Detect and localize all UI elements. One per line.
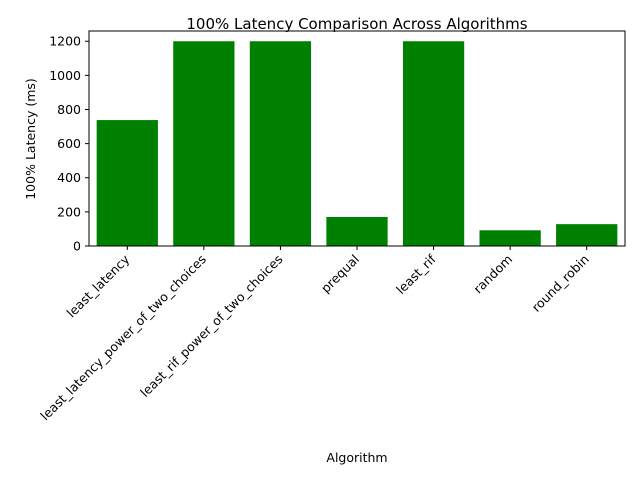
bar-least-rif-power-of-two-choices [249,41,312,246]
y-tick-label: 600 [57,136,81,151]
y-tick-label: 400 [57,170,81,185]
plot-frame [88,30,626,247]
bar-least-rif [402,41,465,246]
chart-title: 100% Latency Comparison Across Algorithm… [186,15,527,33]
y-tick-label: 1200 [49,34,81,49]
bars-layer [96,41,618,246]
x-tick-label: prequal [318,252,362,296]
bar-least-latency-power-of-two-choices [173,41,235,246]
x-axis: least_latencyleast_latency_power_of_two_… [37,246,592,423]
x-tick-label: least_rif [393,251,439,297]
y-axis-title: 100% Latency (ms) [23,78,38,200]
y-tick-label: 0 [73,239,81,254]
x-tick-label: least_rif_power_of_two_choices [137,252,285,400]
x-tick-label: least_latency [64,251,133,320]
x-tick-label: least_latency_power_of_two_choices [37,252,209,424]
y-axis: 0 200 400 600 800 1000 1200 [49,34,89,254]
x-axis-title: Algorithm [326,450,387,465]
bar-least-latency [96,120,158,246]
x-tick-label: random [470,252,515,297]
y-tick-label: 1000 [49,68,81,83]
bar-round-robin [556,224,618,246]
y-tick-label: 800 [57,102,81,117]
y-tick-label: 200 [57,204,81,219]
bar-prequal [326,216,388,246]
bar-random [479,230,541,246]
x-tick-label: round_robin [529,252,592,315]
